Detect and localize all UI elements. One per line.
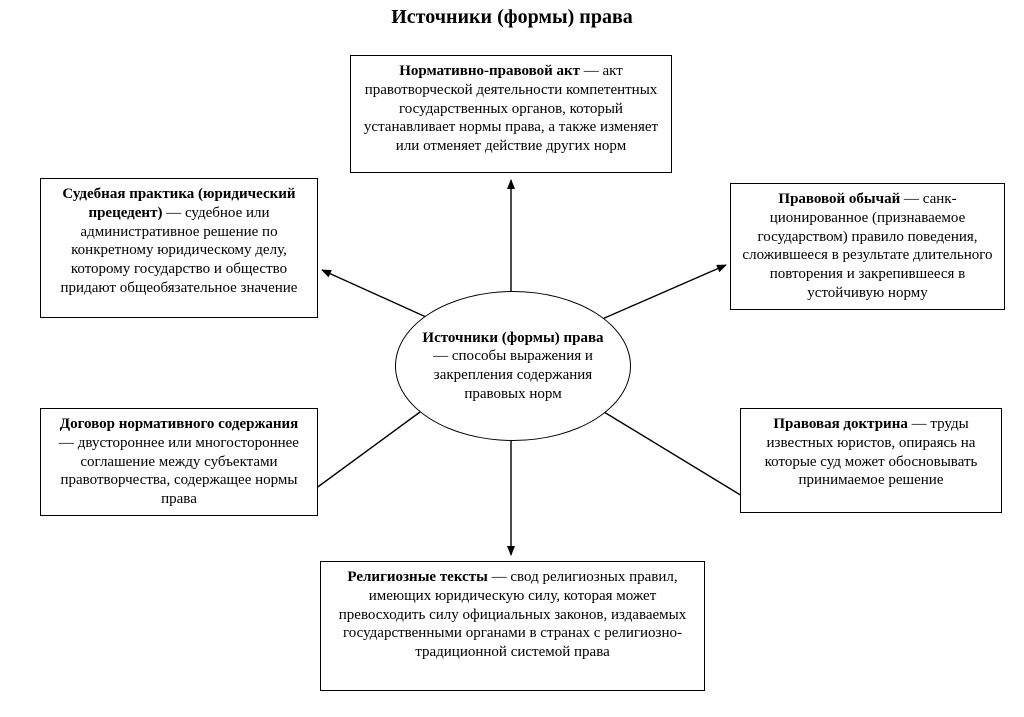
node-bottom-title: Религиозные тексты	[347, 569, 487, 585]
diagram-title: Источники (формы) права	[0, 6, 1024, 29]
center-node-body: — способы выражения и закреп­ления содер…	[433, 348, 593, 402]
node-bottom-left-title: Договор нормативного содержания	[60, 416, 299, 432]
center-node-title: Источники (формы) права	[422, 330, 603, 346]
diagram-canvas: Источники (формы) права Источники (формы…	[0, 0, 1024, 717]
node-bottom-right-title: Правовая доктрина	[773, 416, 908, 432]
arrow-bottom-right	[604, 412, 752, 502]
arrow-top-left	[322, 270, 426, 317]
node-bottom-left-body: — двустороннее или многостороннее соглаш…	[59, 435, 299, 507]
arrow-bottom-left	[300, 412, 420, 500]
node-top-right: Правовой обычай — санк­ционированное (пр…	[730, 183, 1005, 310]
arrow-top-right	[600, 265, 726, 320]
node-top: Нормативно-правовой акт — акт правотворч…	[350, 55, 672, 173]
node-bottom-left: Договор нормативного содержания — двусто…	[40, 408, 318, 516]
node-bottom: Религиозные тексты — свод религи­озных п…	[320, 561, 705, 691]
node-top-right-title: Правовой обычай	[778, 191, 900, 207]
node-bottom-right: Правовая доктрина — труды известных юрис…	[740, 408, 1002, 513]
node-top-right-body: — санк­ционированное (признаваемое госуд…	[742, 191, 992, 301]
node-top-title: Нормативно-правовой акт	[399, 63, 580, 79]
node-top-left: Судебная практика (юридический прецедент…	[40, 178, 318, 318]
center-node: Источники (формы) права — способы выраже…	[395, 291, 631, 441]
